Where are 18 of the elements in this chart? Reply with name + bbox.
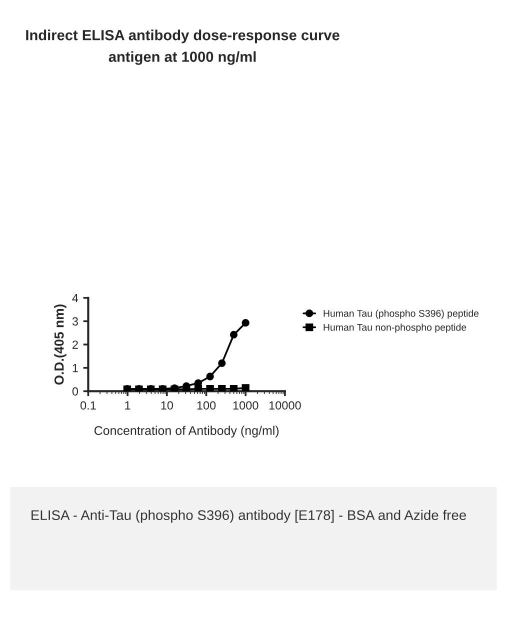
x-axis-title: Concentration of Antibody (ng/ml) (94, 426, 279, 438)
y-tick-label: 3 (72, 317, 78, 326)
y-tick-label: 2 (72, 340, 78, 349)
x-tick-label: 1000 (233, 401, 258, 410)
x-tick-label: 10 (161, 401, 174, 410)
legend-label: Human Tau (phospho S396) peptide (324, 310, 479, 319)
legend-label: Human Tau non-phospho peptide (324, 324, 466, 333)
x-tick-label: 100 (197, 401, 216, 410)
y-tick-label: 1 (72, 364, 78, 372)
chart-title: Indirect ELISA antibody dose-response curve (26, 30, 340, 44)
y-tick-label: 0 (72, 387, 78, 396)
text: ELISA - Anti-Tau (phospho S396) antibody [E178] - BSA and Azide free (32, 510, 466, 523)
y-axis-title: O.D.(405 nm) (54, 304, 66, 385)
y-tick-label: 4 (72, 294, 78, 302)
x-tick-label: 0.1 (80, 401, 96, 410)
x-tick-label: 1 (125, 401, 130, 410)
chart-subtitle: antigen at 1000 ng/ml (108, 51, 256, 65)
x-tick-label: 10000 (269, 401, 301, 410)
